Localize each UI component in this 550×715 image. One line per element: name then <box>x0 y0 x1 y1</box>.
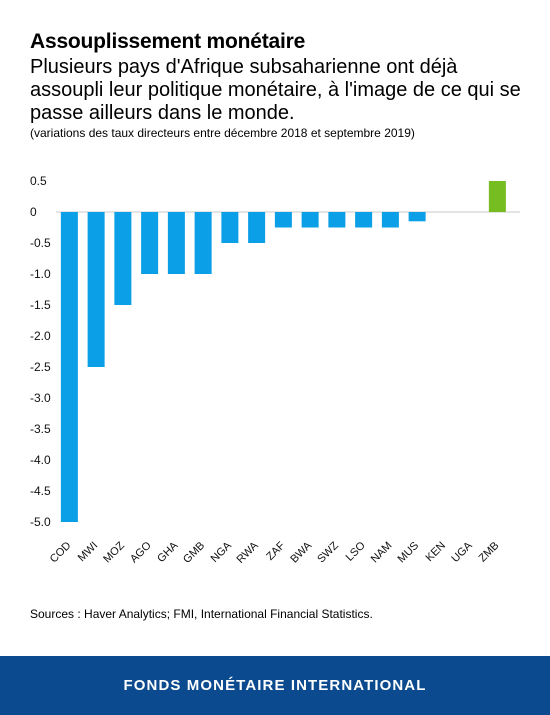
y-axis-ticks: 0.5 0 -0.5 -1.0 -1.5 -2.0 -2.5 -3.0 -3.5 -4.0 -4.5… <box>30 174 51 529</box>
x-tick-label-gha: GHA <box>155 539 181 565</box>
y-tick-label: -0.5 <box>30 236 51 250</box>
x-tick-label-uga: UGA <box>449 539 475 565</box>
y-tick-label: 0.5 <box>30 174 47 188</box>
bar-bwa <box>301 212 319 228</box>
footer-banner: FONDS MONÉTAIRE INTERNATIONAL <box>0 656 550 715</box>
bar-rwa <box>248 212 266 243</box>
bar-swz <box>328 212 346 228</box>
bar-moz <box>114 212 132 305</box>
x-axis-labels: COD MWI MOZ AGO GHA GMB NGA RWA ZAF BWA SWZ LSO NAM M… <box>48 539 502 566</box>
bar-chart: 0.5 0 -0.5 -1.0 -1.5 -2.0 -2.5 -3.0 -3.5 -4.0 -4.5… <box>30 174 520 566</box>
chart-note: (variations des taux directeurs entre dé… <box>30 126 415 140</box>
bar-zaf <box>274 212 292 228</box>
x-tick-label-zmb: ZMB <box>477 540 502 565</box>
y-tick-label: -1.0 <box>30 267 51 281</box>
x-tick-label-nam: NAM <box>369 540 395 566</box>
bar-zmb <box>488 181 506 212</box>
bar-cod <box>60 212 78 522</box>
bar-gmb <box>194 212 212 274</box>
x-tick-label-nga: NGA <box>209 539 235 565</box>
x-tick-label-swz: SWZ <box>315 539 341 565</box>
y-tick-label: -4.0 <box>30 453 51 467</box>
bar-gha <box>167 212 185 274</box>
y-tick-label: -1.5 <box>30 298 51 312</box>
bar-mus <box>408 212 426 222</box>
y-tick-label: 0 <box>30 205 37 219</box>
bar-lso <box>355 212 373 228</box>
x-tick-label-moz: MOZ <box>101 539 127 565</box>
footer-label: FONDS MONÉTAIRE INTERNATIONAL <box>123 677 427 694</box>
x-tick-label-gmb: GMB <box>181 540 207 566</box>
y-tick-label: -4.5 <box>30 484 51 498</box>
chart-subtitle: Plusieurs pays d'Afrique subsaharienne o… <box>30 56 521 124</box>
x-tick-label-mwi: MWI <box>76 540 100 564</box>
x-tick-label-bwa: BWA <box>288 539 314 565</box>
bar-nga <box>221 212 239 243</box>
bar-ago <box>141 212 159 274</box>
y-tick-label: -5.0 <box>30 515 51 529</box>
y-tick-label: -2.0 <box>30 329 51 343</box>
x-tick-label-lso: LSO <box>344 539 368 563</box>
y-tick-label: -3.0 <box>30 391 51 405</box>
x-tick-label-rwa: RWA <box>235 539 262 566</box>
bar-nam <box>381 212 399 228</box>
x-tick-label-mus: MUS <box>395 540 421 566</box>
y-tick-label: -2.5 <box>30 360 51 374</box>
x-tick-label-ago: AGO <box>128 539 154 565</box>
source-note: Sources : Haver Analytics; FMI, Internat… <box>30 607 373 621</box>
y-tick-label: -3.5 <box>30 422 51 436</box>
x-tick-label-zaf: ZAF <box>264 539 287 562</box>
chart-title: Assouplissement monétaire <box>30 30 306 53</box>
x-tick-label-ken: KEN <box>424 540 449 565</box>
bar-mwi <box>87 212 105 367</box>
bars-group <box>60 181 506 522</box>
x-tick-label-cod: COD <box>48 540 74 566</box>
